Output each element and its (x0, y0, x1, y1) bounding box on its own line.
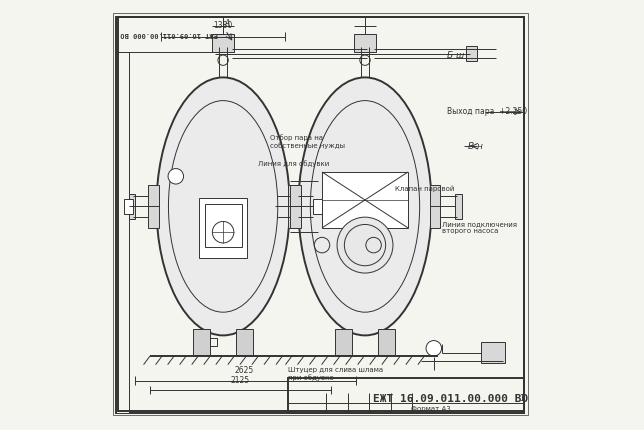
Text: Клапан паровой: Клапан паровой (395, 186, 455, 193)
Text: 1: 1 (519, 394, 525, 403)
Text: Линия подключения
второго насоса: Линия подключения второго насоса (442, 221, 517, 234)
Bar (148, 185, 158, 228)
Bar (481, 342, 505, 363)
Text: 2125: 2125 (231, 376, 250, 385)
Text: Б ш: Б ш (447, 52, 464, 60)
Bar (314, 199, 322, 214)
Bar (200, 198, 247, 258)
Bar (116, 52, 129, 413)
Text: Отбор пара на
собственные нужды: Отбор пара на собственные нужды (270, 135, 345, 149)
Bar (129, 194, 135, 219)
Bar (288, 378, 524, 413)
Circle shape (337, 217, 393, 273)
Bar (288, 185, 298, 228)
Bar (455, 194, 462, 219)
Bar (210, 338, 216, 346)
Text: ЕЖТ 16.09.011.00.000 ВО: ЕЖТ 16.09.011.00.000 ВО (120, 31, 218, 37)
Text: А: А (225, 19, 230, 28)
Ellipse shape (156, 77, 290, 335)
Text: ЕЖТ 16.09.011.00.000 ВО: ЕЖТ 16.09.011.00.000 ВО (374, 393, 529, 404)
Text: Штуцер для слива шлама
при обдувке: Штуцер для слива шлама при обдувке (288, 367, 383, 381)
Bar (205, 204, 242, 247)
Bar (236, 329, 253, 355)
Bar (335, 329, 352, 355)
Text: Линия для обдувки: Линия для обдувки (258, 160, 328, 167)
Bar (378, 329, 395, 355)
Text: Выход пара  +2.250: Выход пара +2.250 (447, 108, 527, 116)
Bar (193, 329, 210, 355)
Bar (322, 172, 408, 228)
Bar (124, 199, 133, 214)
Bar (466, 46, 477, 61)
Text: В н: В н (468, 142, 483, 150)
Text: 2625: 2625 (235, 366, 254, 375)
Bar (430, 185, 440, 228)
Circle shape (168, 169, 184, 184)
Circle shape (426, 341, 442, 356)
Ellipse shape (298, 77, 431, 335)
Bar (290, 185, 301, 228)
Text: 1380: 1380 (213, 21, 232, 30)
Text: Формат А3: Формат А3 (412, 405, 451, 412)
Bar (311, 194, 317, 219)
Bar (213, 34, 234, 52)
Bar (116, 17, 223, 52)
Bar (354, 34, 375, 52)
